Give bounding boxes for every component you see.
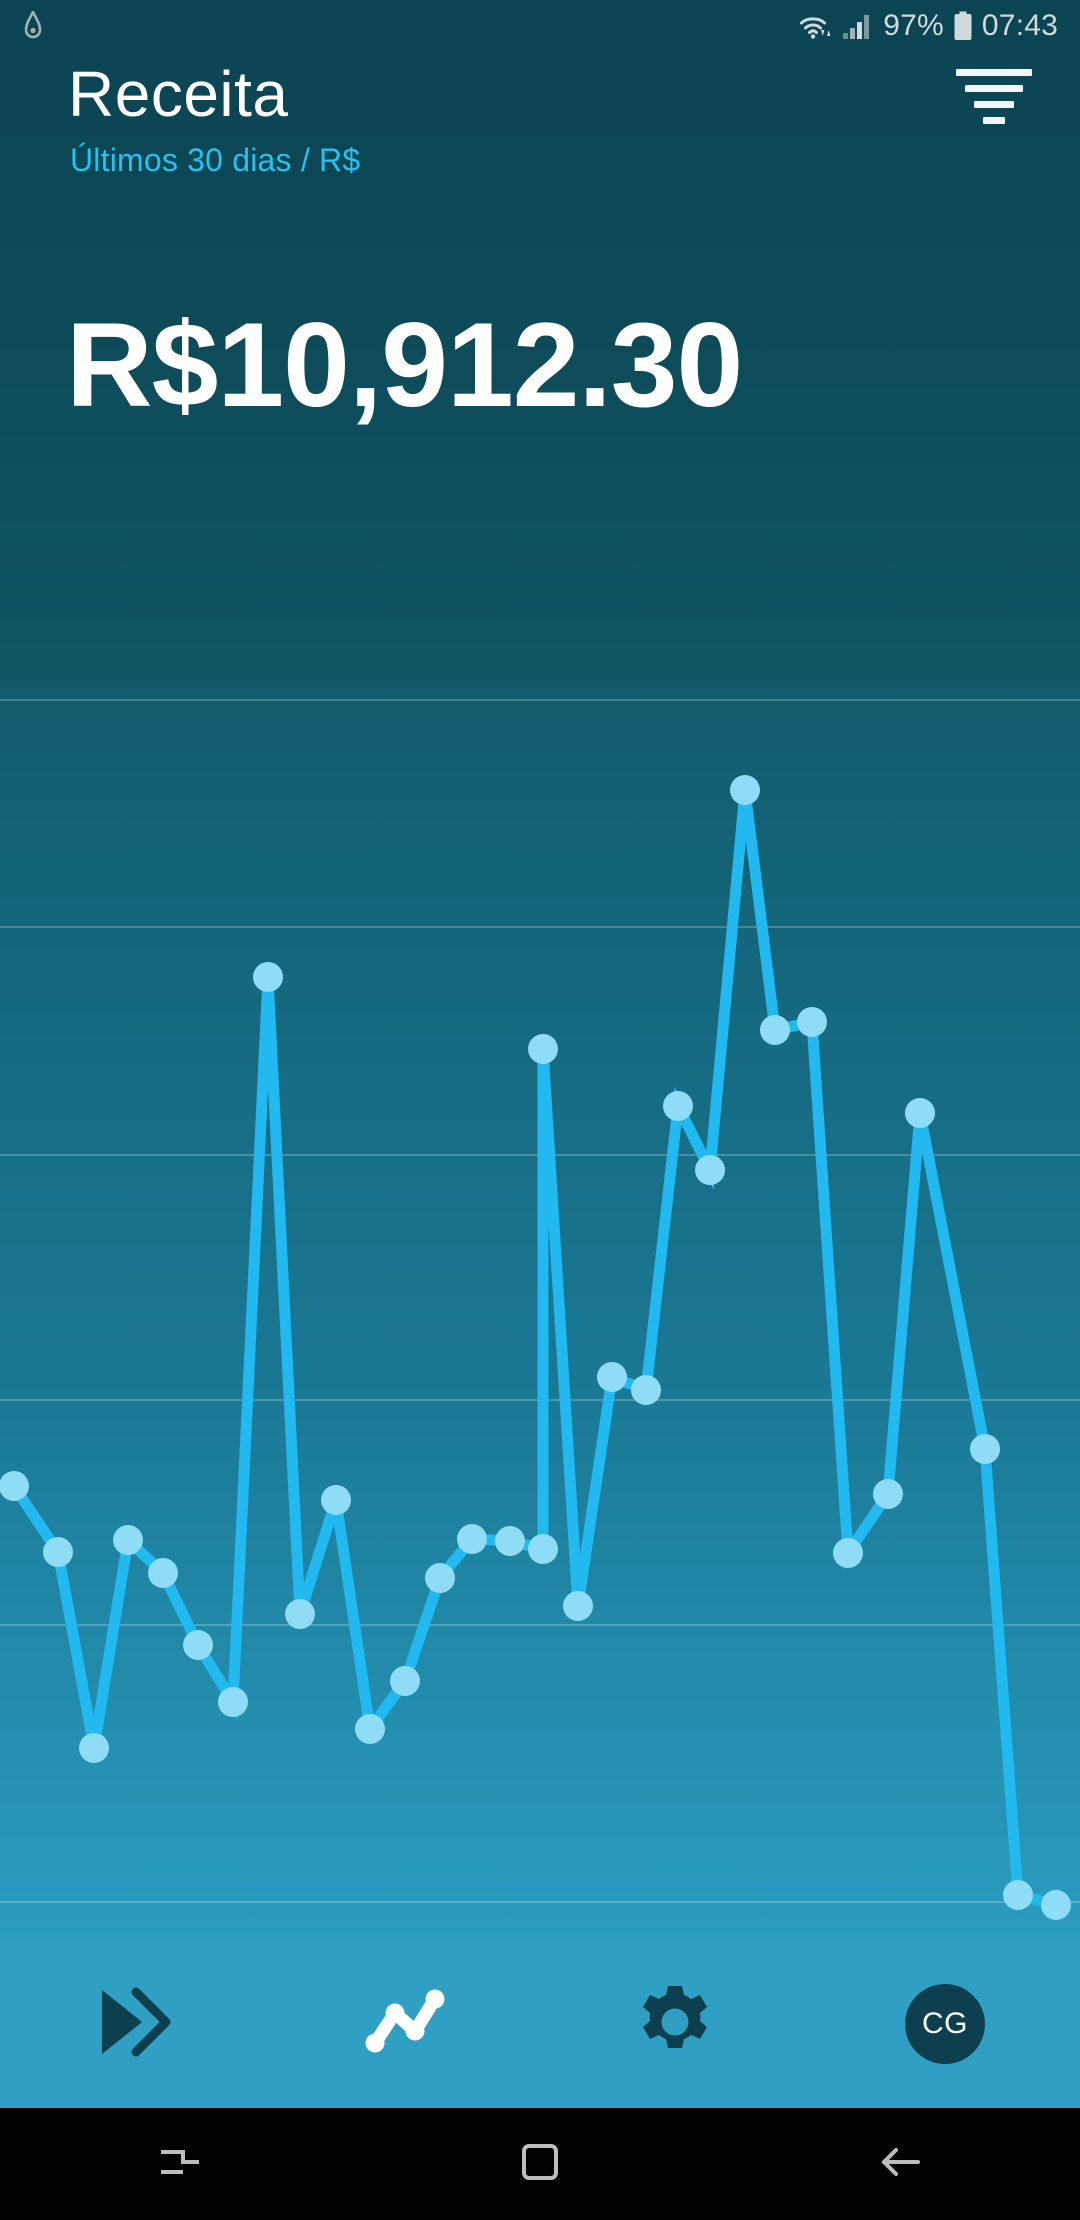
filter-bar-1 — [956, 68, 1032, 76]
filter-icon[interactable] — [946, 58, 1042, 134]
recents-button[interactable] — [0, 2142, 360, 2187]
header-block: Receita Últimos 30 dias / R$ — [0, 62, 1080, 179]
line-chart-icon — [365, 1987, 445, 2062]
data-point[interactable] — [218, 1687, 248, 1717]
bottom-navigation: CG — [0, 1940, 1080, 2108]
filter-bar-3 — [974, 100, 1014, 108]
data-point[interactable] — [285, 1599, 315, 1629]
data-point[interactable] — [1003, 1880, 1033, 1910]
battery-percent: 97% — [883, 9, 944, 42]
cellular-signal-icon — [842, 12, 874, 40]
data-point[interactable] — [457, 1524, 487, 1554]
home-button[interactable] — [360, 2140, 720, 2189]
data-point[interactable] — [833, 1538, 863, 1568]
header-panel: 97% 07:43 Receita Últimos 30 dias / R$ R… — [0, 0, 1080, 690]
filter-bar-4 — [983, 116, 1005, 124]
filter-bar-2 — [965, 84, 1023, 92]
back-icon — [876, 2140, 924, 2189]
data-point[interactable] — [905, 1098, 935, 1128]
status-bar-left — [22, 11, 44, 41]
page-title: Receita — [68, 58, 289, 130]
wifi-icon — [799, 12, 833, 40]
chart-svg — [0, 699, 1080, 1920]
data-point[interactable] — [183, 1630, 213, 1660]
home-icon — [518, 2140, 562, 2189]
data-point[interactable] — [113, 1525, 143, 1555]
data-point[interactable] — [528, 1034, 558, 1064]
avatar-initials: CG — [922, 2007, 968, 2040]
data-point[interactable] — [631, 1375, 661, 1405]
data-point[interactable] — [663, 1091, 693, 1121]
sidebar-item-profile[interactable]: CG — [810, 1940, 1080, 2108]
data-point[interactable] — [528, 1534, 558, 1564]
data-point[interactable] — [495, 1526, 525, 1556]
sidebar-item-chart[interactable] — [270, 1940, 540, 2108]
data-point[interactable] — [970, 1434, 1000, 1464]
chart-data-points — [0, 775, 1071, 1920]
data-point[interactable] — [253, 962, 283, 992]
revenue-line-chart[interactable] — [0, 688, 1080, 1940]
data-point[interactable] — [695, 1155, 725, 1185]
data-point[interactable] — [0, 1471, 29, 1501]
data-point[interactable] — [148, 1558, 178, 1588]
chart-series-line — [9, 789, 1058, 1911]
gear-icon — [637, 1984, 713, 2065]
battery-icon — [953, 11, 973, 41]
data-point[interactable] — [797, 1007, 827, 1037]
water-drop-icon — [22, 11, 44, 41]
avatar: CG — [905, 1984, 985, 2064]
data-point[interactable] — [425, 1563, 455, 1593]
sidebar-item-settings[interactable] — [540, 1940, 810, 2108]
data-point[interactable] — [79, 1733, 109, 1763]
back-button[interactable] — [720, 2140, 1080, 2189]
data-point[interactable] — [43, 1537, 73, 1567]
fast-forward-icon — [96, 1986, 174, 2063]
data-point[interactable] — [321, 1485, 351, 1515]
page-subtitle: Últimos 30 dias / R$ — [70, 142, 361, 178]
clock: 07:43 — [981, 9, 1058, 42]
data-point[interactable] — [760, 1015, 790, 1045]
recents-icon — [157, 2142, 203, 2187]
sidebar-item-forward[interactable] — [0, 1940, 270, 2108]
data-point[interactable] — [730, 775, 760, 805]
data-point[interactable] — [563, 1591, 593, 1621]
status-bar-right: 97% 07:43 — [799, 9, 1058, 43]
total-amount: R$10,912.30 — [66, 298, 743, 432]
status-bar: 97% 07:43 — [0, 0, 1080, 52]
data-point[interactable] — [597, 1362, 627, 1392]
data-point[interactable] — [355, 1714, 385, 1744]
data-point[interactable] — [873, 1479, 903, 1509]
data-point[interactable] — [390, 1666, 420, 1696]
android-system-nav — [0, 2108, 1080, 2220]
data-point[interactable] — [1041, 1890, 1071, 1920]
